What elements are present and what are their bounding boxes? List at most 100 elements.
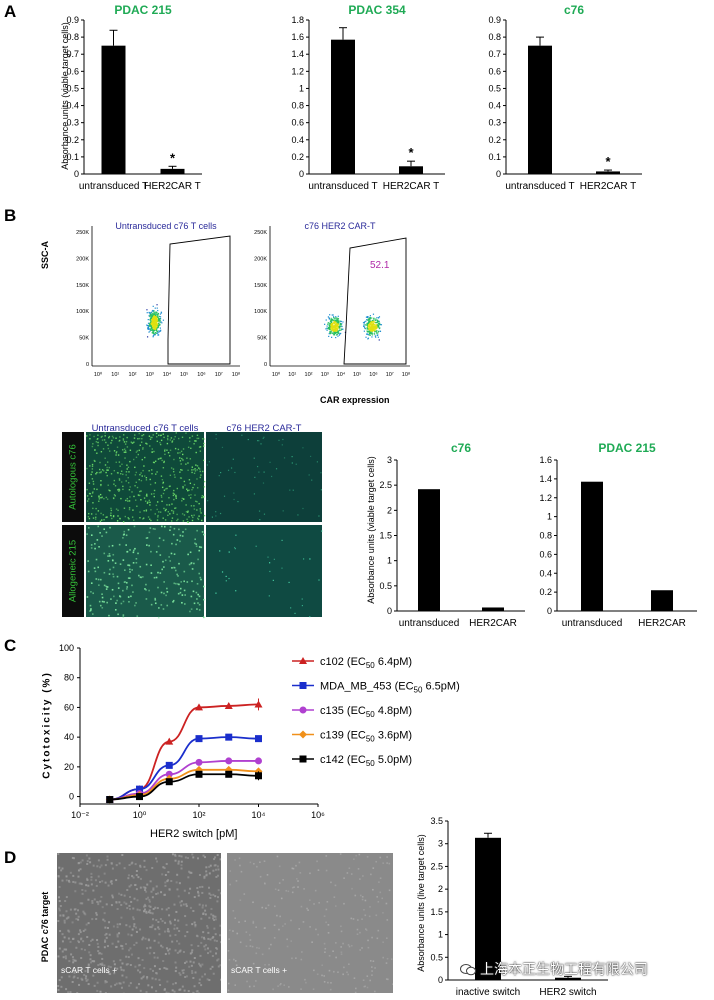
micro-cell — [96, 914, 98, 916]
micro-cell — [104, 934, 106, 936]
micro-cell — [342, 974, 344, 976]
micro-cell — [354, 977, 356, 979]
micro-cell — [146, 947, 148, 949]
micro-cell — [219, 964, 221, 966]
micro-cell — [147, 984, 149, 986]
micro-cell — [229, 929, 231, 931]
micro-cell — [140, 878, 142, 880]
micro-cell — [149, 912, 151, 914]
micro-cell — [98, 876, 100, 878]
micro-cell — [328, 932, 330, 934]
micro-cell — [244, 920, 246, 922]
micro-cell — [186, 931, 188, 933]
micro-label-inactive: sCAR T cells + — [61, 965, 117, 975]
micro-cell — [96, 939, 98, 941]
micro-cell — [59, 914, 61, 916]
micro-cell — [74, 890, 76, 892]
micro-cell — [123, 901, 125, 903]
micro-cell — [119, 923, 121, 925]
micro-cell — [146, 977, 148, 979]
micro-cell — [194, 922, 196, 924]
micro-cell — [151, 926, 153, 928]
legend-item: c102 (EC50 6.4pM) — [292, 656, 412, 670]
micro-cell — [182, 972, 184, 974]
micro-cell — [57, 989, 59, 991]
micro-cell — [212, 937, 214, 939]
micro-cell — [112, 896, 114, 898]
watermark-text: 上海本正生物工程有限公司 — [480, 959, 648, 979]
micro-cell — [274, 906, 276, 908]
micro-cell — [99, 881, 101, 883]
micro-cell — [325, 855, 327, 857]
micro-cell — [121, 962, 123, 964]
micro-cell — [303, 921, 305, 923]
micro-cell — [264, 927, 266, 929]
micro-cell — [76, 992, 78, 993]
micro-cell — [155, 893, 157, 895]
micro-cell — [182, 986, 184, 988]
micro-cell — [121, 969, 123, 971]
micro-cell — [59, 909, 61, 911]
micro-cell — [292, 892, 294, 894]
micro-cell — [91, 883, 93, 885]
micro-cell — [116, 983, 118, 985]
micro-cell — [197, 857, 199, 859]
micro-cell — [106, 903, 108, 905]
micro-cell — [181, 861, 183, 863]
micro-cell — [179, 989, 181, 991]
micro-cell — [192, 856, 194, 858]
micro-cell — [298, 928, 300, 930]
micro-cell — [335, 885, 337, 887]
micro-cell — [79, 929, 81, 931]
micro-cell — [164, 988, 166, 990]
micro-cell — [148, 939, 150, 941]
micro-cell — [375, 861, 377, 863]
micro-cell — [361, 918, 363, 920]
micro-cell — [369, 906, 371, 908]
micro-cell — [180, 864, 182, 866]
micro-cell — [358, 868, 360, 870]
micro-cell — [90, 876, 92, 878]
micro-cell — [268, 948, 270, 950]
micro-cell — [253, 921, 255, 923]
micro-cell — [110, 985, 112, 987]
micro-cell — [360, 895, 362, 897]
micro-cell — [155, 858, 157, 860]
micro-cell — [357, 933, 359, 935]
micro-cell — [304, 979, 306, 981]
micro-cell — [191, 970, 193, 972]
micro-cell — [369, 916, 371, 918]
micro-cell — [343, 967, 345, 969]
micro-cell — [149, 947, 151, 949]
micro-cell — [297, 880, 299, 882]
micro-cell — [100, 991, 102, 993]
micro-cell — [378, 930, 380, 932]
micro-cell — [340, 853, 342, 855]
micro-cell — [213, 973, 215, 975]
micro-cell — [307, 909, 309, 911]
micro-cell — [58, 867, 60, 869]
micro-cell — [139, 928, 141, 930]
micro-cell — [315, 929, 317, 931]
micro-cell — [112, 868, 114, 870]
micro-cell — [57, 853, 59, 855]
micro-cell — [96, 990, 98, 992]
micro-cell — [340, 946, 342, 948]
micro-cell — [205, 866, 207, 868]
micro-cell — [149, 909, 151, 911]
micro-cell — [65, 955, 67, 957]
micro-cell — [139, 909, 141, 911]
micro-cell — [341, 931, 343, 933]
legend-label: c142 (EC50 5.0pM) — [320, 754, 412, 768]
micro-cell — [200, 984, 202, 986]
micro-cell — [324, 981, 326, 983]
micro-cell — [365, 900, 367, 902]
micro-cell — [87, 899, 89, 901]
micro-cell — [108, 885, 110, 887]
micro-cell — [134, 884, 136, 886]
micro-cell — [159, 968, 161, 970]
micro-cell — [147, 897, 149, 899]
micro-cell — [379, 892, 381, 894]
micro-cell — [78, 933, 80, 935]
